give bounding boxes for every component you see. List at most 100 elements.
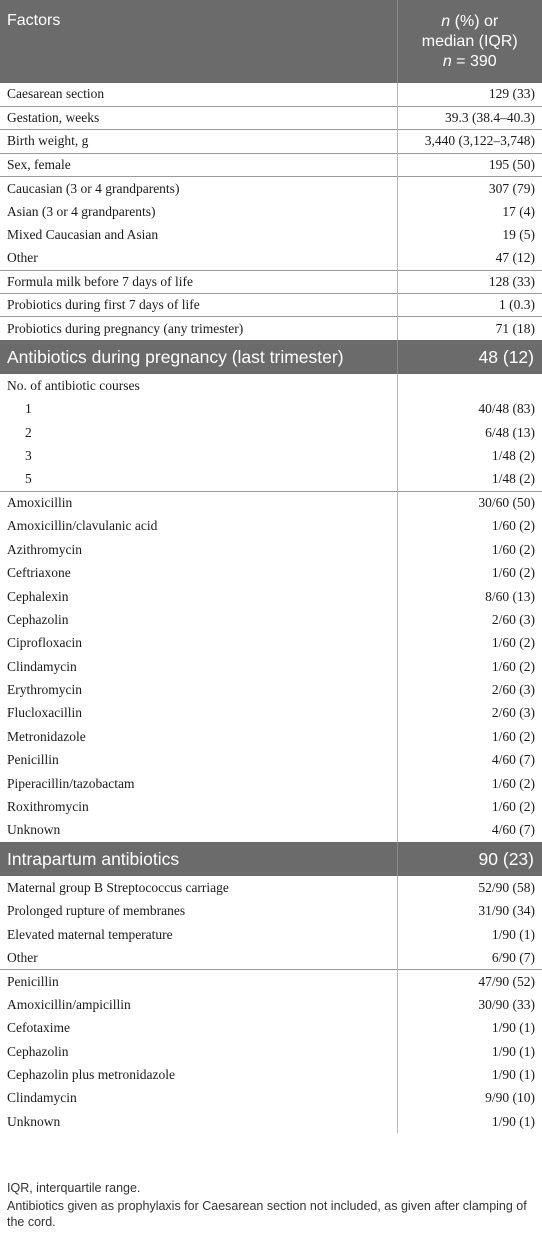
footnote-prophylaxis: Antibiotics given as prophylaxis for Cae… [7, 1198, 527, 1230]
table-row: Cephazolin 2/60 (3) [0, 608, 542, 632]
table-row: Other 6/90 (7) [0, 946, 542, 970]
row-label: Flucloxacillin [7, 705, 82, 721]
row-label: Probiotics during first 7 days of life [0, 293, 397, 317]
row-label: Azithromycin [7, 541, 82, 557]
row-value: 195 (50) [396, 152, 542, 177]
row-value: 1/60 (2) [396, 631, 542, 655]
table-footnotes: IQR, interquartile range. Antibiotics gi… [7, 1180, 537, 1231]
table-row: Cephazolin plus metronidazole 1/90 (1) [0, 1063, 542, 1087]
row-label: 5 [25, 471, 32, 487]
row-label: Birth weight, g [0, 129, 397, 154]
row-value: 31/90 (34) [396, 899, 542, 923]
row-value: 1/60 (2) [396, 795, 542, 819]
row-label: Clindamycin [7, 1090, 77, 1106]
row-label: Clindamycin [7, 658, 77, 674]
table-row: Penicillin 47/90 (52) [0, 969, 542, 994]
section-title: Intrapartum antibiotics [7, 848, 180, 869]
row-label: Penicillin [7, 752, 59, 768]
table-row: Metronidazole 1/60 (2) [0, 725, 542, 749]
row-value: 3,440 (3,122–3,748) [396, 129, 542, 154]
row-label: Metronidazole [7, 728, 86, 744]
row-value: 6/90 (7) [396, 946, 542, 970]
table-row: Probiotics during pregnancy (any trimest… [0, 316, 542, 341]
table-row: Caucasian (3 or 4 grandparents) 307 (79) [0, 176, 542, 200]
table-header-row: Factors n (%) or median (IQR) n = 390 [0, 0, 542, 83]
table-row: Flucloxacillin 2/60 (3) [0, 701, 542, 726]
header-n-italic: n [441, 12, 451, 30]
table-row: 1 40/48 (83) [0, 397, 542, 422]
table-row: Cephazolin 1/90 (1) [0, 1039, 542, 1064]
row-label: Maternal group B Streptococcus carriage [7, 879, 229, 895]
row-label: Unknown [7, 822, 61, 838]
row-value: 1/60 (2) [396, 771, 542, 796]
section-value: 90 (23) [396, 842, 542, 877]
factors-table: Factors n (%) or median (IQR) n = 390 Ca… [0, 0, 542, 1134]
row-value: 1/60 (2) [396, 538, 542, 562]
row-label: Cefotaxime [7, 1020, 70, 1036]
row-label: Cephazolin [7, 611, 69, 627]
row-value: 19 (5) [396, 223, 542, 247]
row-value: 1/90 (1) [396, 922, 542, 947]
section-title: Antibiotics during pregnancy (last trime… [7, 346, 344, 367]
table-row: Clindamycin 9/90 (10) [0, 1086, 542, 1111]
row-value: 1/90 (1) [396, 1110, 542, 1134]
table-row: Birth weight, g 3,440 (3,122–3,748) [0, 129, 542, 154]
row-value: 47/90 (52) [396, 969, 542, 994]
row-value: 1/60 (2) [396, 654, 542, 679]
header-line-2: median (IQR) [421, 32, 518, 50]
header-count-italic: n [442, 52, 452, 70]
row-value: 1/90 (1) [396, 1063, 542, 1087]
table-row: Mixed Caucasian and Asian 19 (5) [0, 223, 542, 247]
row-label: Roxithromycin [7, 799, 89, 815]
row-label: Ciprofloxacin [7, 635, 82, 651]
table-row: Cefotaxime 1/90 (1) [0, 1016, 542, 1040]
row-value: 1 (0.3) [396, 293, 542, 317]
row-value: 1/90 (1) [396, 1039, 542, 1064]
row-label: Probiotics during pregnancy (any trimest… [0, 316, 397, 341]
row-value: 39.3 (38.4–40.3) [396, 105, 542, 130]
table-row: Elevated maternal temperature 1/90 (1) [0, 922, 542, 947]
header-line-1: n (%) or [398, 12, 542, 32]
row-value: 9/90 (10) [396, 1086, 542, 1111]
row-value: 71 (18) [396, 316, 542, 341]
row-label: 3 [25, 448, 32, 464]
row-label: Amoxicillin/clavulanic acid [7, 518, 158, 534]
row-value: 1/48 (2) [396, 444, 542, 468]
row-value: 8/60 (13) [396, 584, 542, 609]
row-value: 2/60 (3) [396, 701, 542, 726]
row-value: 47 (12) [396, 246, 542, 271]
row-label: No. of antibiotic courses [7, 377, 140, 393]
table-row: Asian (3 or 4 grandparents) 17 (4) [0, 199, 542, 224]
row-label: Asian (3 or 4 grandparents) [7, 203, 156, 219]
table-row: No. of antibiotic courses [0, 374, 542, 398]
table-row: Ceftriaxone 1/60 (2) [0, 561, 542, 585]
row-label: Caesarean section [7, 86, 105, 102]
row-value: 30/60 (50) [396, 490, 542, 515]
row-value: 52/90 (58) [396, 876, 542, 900]
row-label: Amoxicillin [0, 490, 397, 515]
table-row: 3 1/48 (2) [0, 444, 542, 468]
row-label: Cephazolin plus metronidazole [7, 1066, 175, 1082]
row-value: 30/90 (33) [396, 993, 542, 1017]
row-label: Other [7, 949, 38, 965]
table-row: Gestation, weeks 39.3 (38.4–40.3) [0, 105, 542, 130]
row-value: 1/90 (1) [396, 1016, 542, 1040]
row-label: Elevated maternal temperature [7, 926, 173, 942]
table-row: Piperacillin/tazobactam 1/60 (2) [0, 771, 542, 796]
table-row: Cephalexin 8/60 (13) [0, 584, 542, 609]
row-label: Cephazolin [7, 1043, 69, 1059]
table-row: 5 1/48 (2) [0, 467, 542, 492]
row-label: Amoxicillin/ampicillin [7, 996, 131, 1012]
table-row: Amoxicillin/clavulanic acid 1/60 (2) [0, 514, 542, 539]
row-label: Caucasian (3 or 4 grandparents) [0, 176, 397, 200]
row-value: 1/60 (2) [396, 514, 542, 539]
row-label: Cephalexin [7, 588, 69, 604]
row-label: Piperacillin/tazobactam [7, 775, 135, 791]
table-row: Azithromycin 1/60 (2) [0, 538, 542, 562]
row-value: 1/48 (2) [396, 467, 542, 492]
row-value: 2/60 (3) [396, 678, 542, 702]
row-label: Sex, female [0, 152, 397, 177]
table-row: Sex, female 195 (50) [0, 152, 542, 177]
table-row: Erythromycin 2/60 (3) [0, 678, 542, 702]
row-label: 1 [25, 401, 32, 417]
